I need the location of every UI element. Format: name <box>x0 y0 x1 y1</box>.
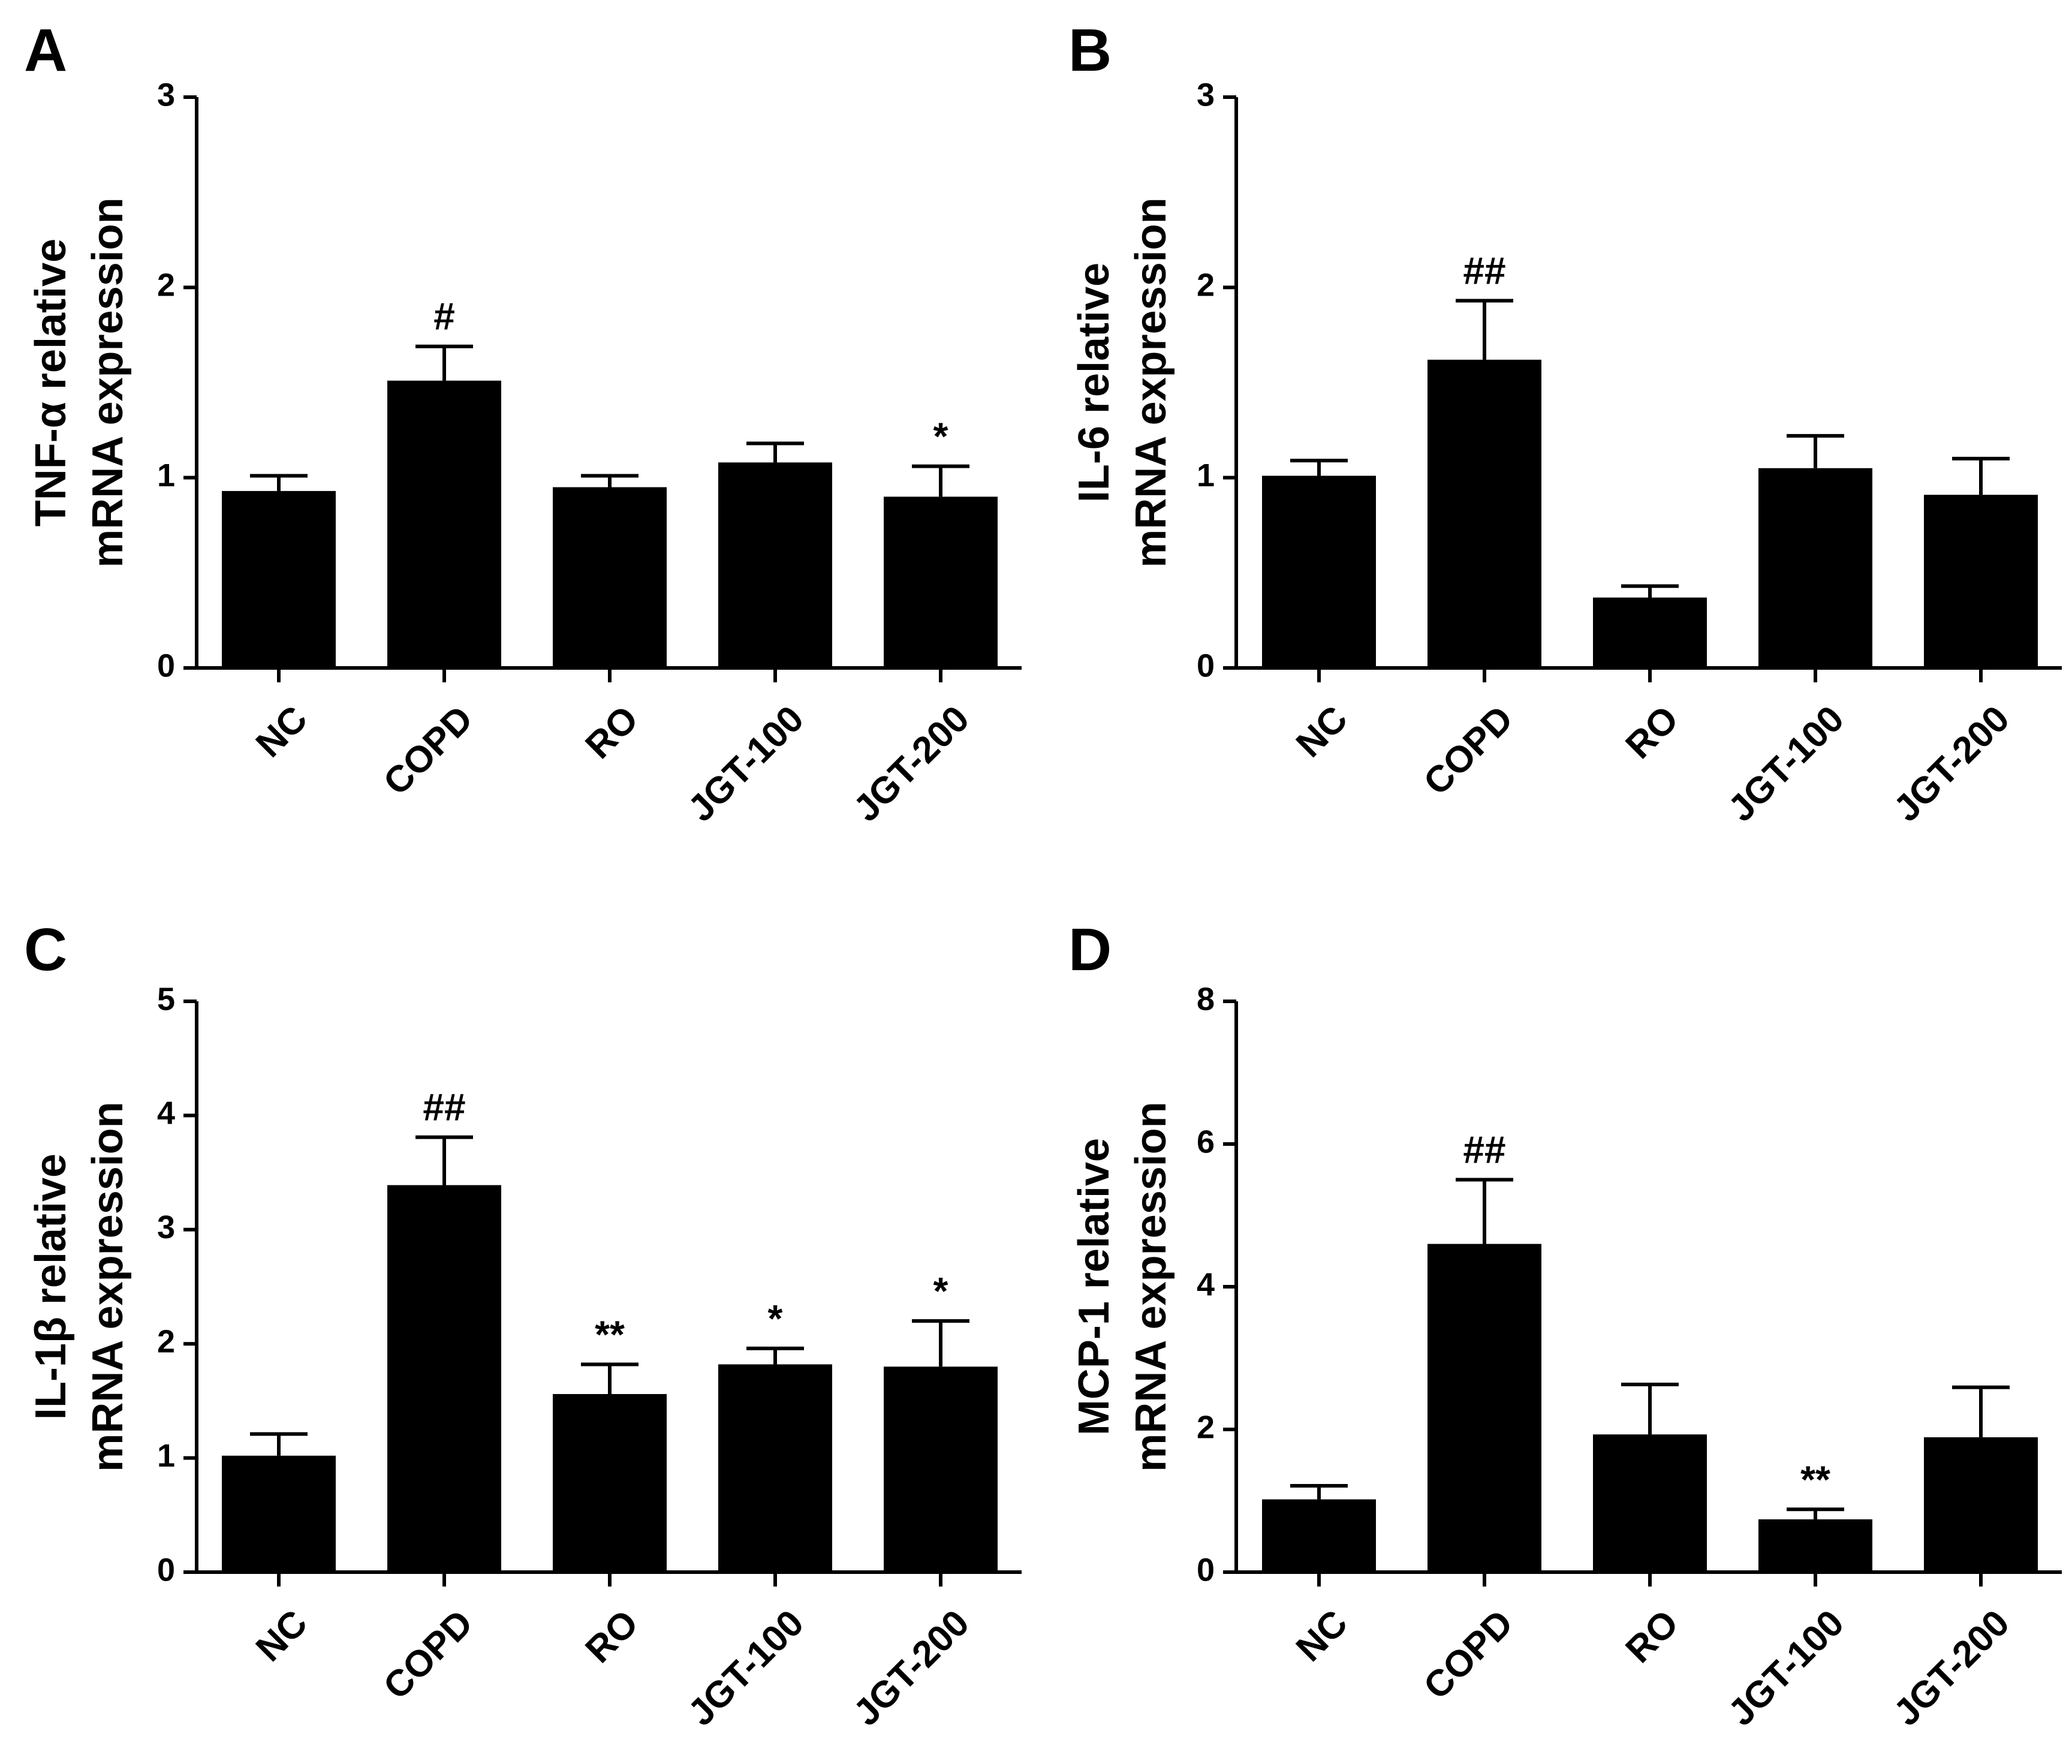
bar-nc <box>222 490 336 668</box>
y-tick-label: 4 <box>1197 1266 1215 1302</box>
panel-b: B IL-6 relative mRNA expression 0 1 2 3 NC COPD #… <box>1068 17 2062 830</box>
bar-copd <box>1427 1244 1541 1572</box>
y-tick-label: 1 <box>157 1438 175 1474</box>
y-tick-label: 2 <box>157 1323 175 1359</box>
x-category-label: JGT-100 <box>1721 1602 1852 1733</box>
x-category-label: JGT-100 <box>680 698 812 829</box>
y-tick-label: 3 <box>157 77 175 113</box>
bar-nc <box>222 1455 336 1572</box>
bar-jgt-200 <box>884 1366 998 1572</box>
x-category-label: RO <box>1618 1602 1686 1671</box>
y-axis-title-line-1: IL-1β relative <box>27 1154 75 1420</box>
y-axis-title-line-2: mRNA expression <box>84 1101 132 1472</box>
y-tick-label: 2 <box>1197 267 1215 303</box>
y-tick-label: 0 <box>1197 1552 1215 1588</box>
x-category-label: NC <box>1288 1602 1356 1669</box>
x-category-label: JGT-200 <box>846 698 977 829</box>
significance-annotation: ## <box>1463 249 1505 293</box>
y-tick-label: 2 <box>157 267 175 303</box>
panel-d: D MCP-1 relative mRNA expression 0 2 4 6 8 NC COP… <box>1068 916 2062 1734</box>
significance-annotation: ## <box>1463 1128 1505 1172</box>
panel-letter: C <box>24 916 67 983</box>
y-tick-label: 3 <box>157 1209 175 1245</box>
y-tick-label: 8 <box>1197 981 1215 1017</box>
significance-annotation: ** <box>595 1313 625 1356</box>
bar-copd <box>387 1185 501 1572</box>
bar-ro <box>1593 597 1707 668</box>
y-axis-title-line-1: TNF-α relative <box>27 239 75 526</box>
y-tick-label: 1 <box>1197 457 1215 493</box>
y-tick-label: 2 <box>1197 1409 1215 1445</box>
bar-copd <box>1427 359 1541 668</box>
bar-nc <box>1262 1499 1376 1572</box>
bar-jgt-100 <box>1758 1519 1872 1572</box>
x-category-label: COPD <box>1416 1602 1521 1707</box>
x-category-label: JGT-100 <box>680 1602 812 1733</box>
bar-ro <box>553 1393 667 1572</box>
x-category-label: JGT-200 <box>846 1602 977 1733</box>
y-axis-title-line-2: mRNA expression <box>1127 1101 1175 1472</box>
y-tick-label: 1 <box>157 457 175 493</box>
x-category-label: COPD <box>1416 698 1521 803</box>
y-tick-label: 3 <box>1197 77 1215 113</box>
bar-ro <box>1593 1434 1707 1572</box>
y-tick-label: 0 <box>157 648 175 684</box>
panel-letter: D <box>1068 916 1112 983</box>
panel-c: C IL-1β relative mRNA expression 0 1 2 3 4 5 NC CO… <box>24 916 1022 1734</box>
panel-letter: A <box>24 17 67 84</box>
x-category-label: COPD <box>376 698 481 803</box>
y-axis-title-line-1: MCP-1 relative <box>1070 1138 1118 1435</box>
x-category-label: NC <box>248 698 315 765</box>
y-tick-label: 0 <box>157 1552 175 1588</box>
y-tick-label: 5 <box>157 981 175 1017</box>
significance-annotation: * <box>933 415 948 458</box>
bar-jgt-200 <box>1924 1437 2038 1572</box>
x-category-label: RO <box>577 698 646 767</box>
y-tick-label: 0 <box>1197 648 1215 684</box>
significance-annotation: # <box>433 295 455 338</box>
x-category-label: JGT-100 <box>1721 698 1852 829</box>
panel-a: A TNF-α relative mRNA expression 0 1 2 3 NC COPD… <box>24 17 1022 830</box>
significance-annotation: ## <box>423 1086 465 1129</box>
significance-annotation: * <box>768 1297 783 1340</box>
x-category-label: RO <box>577 1602 646 1671</box>
bar-jgt-100 <box>718 1364 832 1572</box>
x-category-label: NC <box>1288 698 1356 765</box>
bar-jgt-100 <box>1758 468 1872 668</box>
x-category-label: NC <box>248 1602 315 1669</box>
x-category-label: COPD <box>376 1602 481 1707</box>
bar-ro <box>553 487 667 668</box>
y-axis-title-line-2: mRNA expression <box>84 197 132 568</box>
y-tick-label: 6 <box>1197 1124 1215 1160</box>
bar-jgt-200 <box>884 496 998 668</box>
y-axis-title-line-1: IL-6 relative <box>1070 263 1118 502</box>
x-category-label: JGT-200 <box>1886 1602 2017 1733</box>
bar-jgt-100 <box>718 462 832 668</box>
significance-annotation: * <box>933 1269 948 1313</box>
bar-copd <box>387 380 501 668</box>
significance-annotation: ** <box>1800 1458 1830 1501</box>
y-tick-label: 4 <box>157 1095 175 1131</box>
x-category-label: JGT-200 <box>1886 698 2017 829</box>
panel-letter: B <box>1068 17 1112 84</box>
bar-nc <box>1262 475 1376 668</box>
x-category-label: RO <box>1618 698 1686 767</box>
y-axis-title-line-2: mRNA expression <box>1127 197 1175 568</box>
bar-jgt-200 <box>1924 495 2038 668</box>
